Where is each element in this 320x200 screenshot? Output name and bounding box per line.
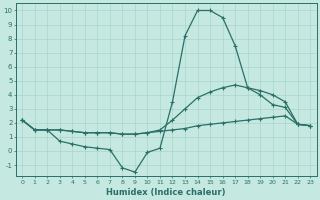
X-axis label: Humidex (Indice chaleur): Humidex (Indice chaleur) xyxy=(107,188,226,197)
